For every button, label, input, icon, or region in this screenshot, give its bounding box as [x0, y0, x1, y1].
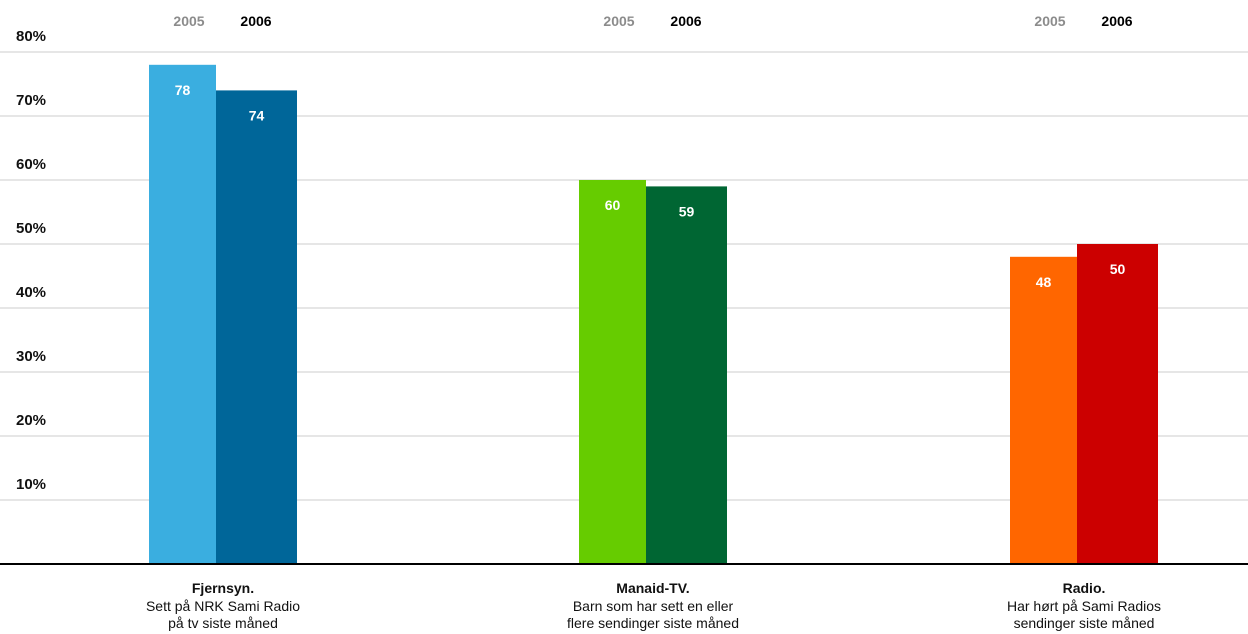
category-subtitle-line: Sett på NRK Sami Radio [146, 598, 300, 614]
bar-2005 [149, 64, 216, 565]
bar-value-label: 78 [175, 82, 191, 98]
legend-label-2006: 2006 [1101, 13, 1132, 29]
y-axis-tick-labels: 10% 20% 30% 40% 50% 60% 70% 80% [16, 28, 46, 493]
y-tick-label: 20% [16, 412, 46, 429]
bar-value-label: 50 [1110, 261, 1126, 277]
y-tick-label: 80% [16, 28, 46, 45]
category-subtitle-line: Har hørt på Sami Radios [1007, 598, 1161, 614]
y-tick-label: 30% [16, 348, 46, 365]
y-tick-label: 60% [16, 156, 46, 173]
y-tick-label: 40% [16, 284, 46, 301]
bar-2005 [1010, 256, 1077, 564]
legend-label-2005: 2005 [173, 13, 204, 29]
category-subtitle-line: på tv siste måned [168, 615, 278, 631]
legend-label-2006: 2006 [240, 13, 271, 29]
bar-2006 [216, 90, 297, 565]
legend: 2005 2006 2005 2006 2005 2006 [173, 13, 1132, 29]
data-labels: 78 74 60 59 48 50 [175, 82, 1126, 290]
category-title: Radio. [1063, 580, 1106, 596]
bar-2006 [1077, 244, 1158, 564]
bar-value-label: 59 [679, 203, 695, 219]
y-tick-label: 10% [16, 476, 46, 493]
y-tick-label: 50% [16, 220, 46, 237]
legend-label-2005: 2005 [1034, 13, 1065, 29]
bar-value-label: 60 [605, 197, 621, 213]
bar-2006 [646, 186, 727, 564]
legend-label-2005: 2005 [603, 13, 634, 29]
category-subtitle-line: Barn som har sett en eller [573, 598, 734, 614]
category-title: Fjernsyn. [192, 580, 254, 596]
legend-label-2006: 2006 [670, 13, 701, 29]
bar-2005 [579, 180, 646, 564]
category-title: Manaid-TV. [616, 580, 689, 596]
bar-value-label: 74 [249, 107, 265, 123]
bars [149, 64, 1158, 565]
category-subtitle-line: sendinger siste måned [1014, 615, 1155, 631]
y-tick-label: 70% [16, 92, 46, 109]
category-subtitle-line: flere sendinger siste måned [567, 615, 739, 631]
bar-value-label: 48 [1036, 274, 1052, 290]
